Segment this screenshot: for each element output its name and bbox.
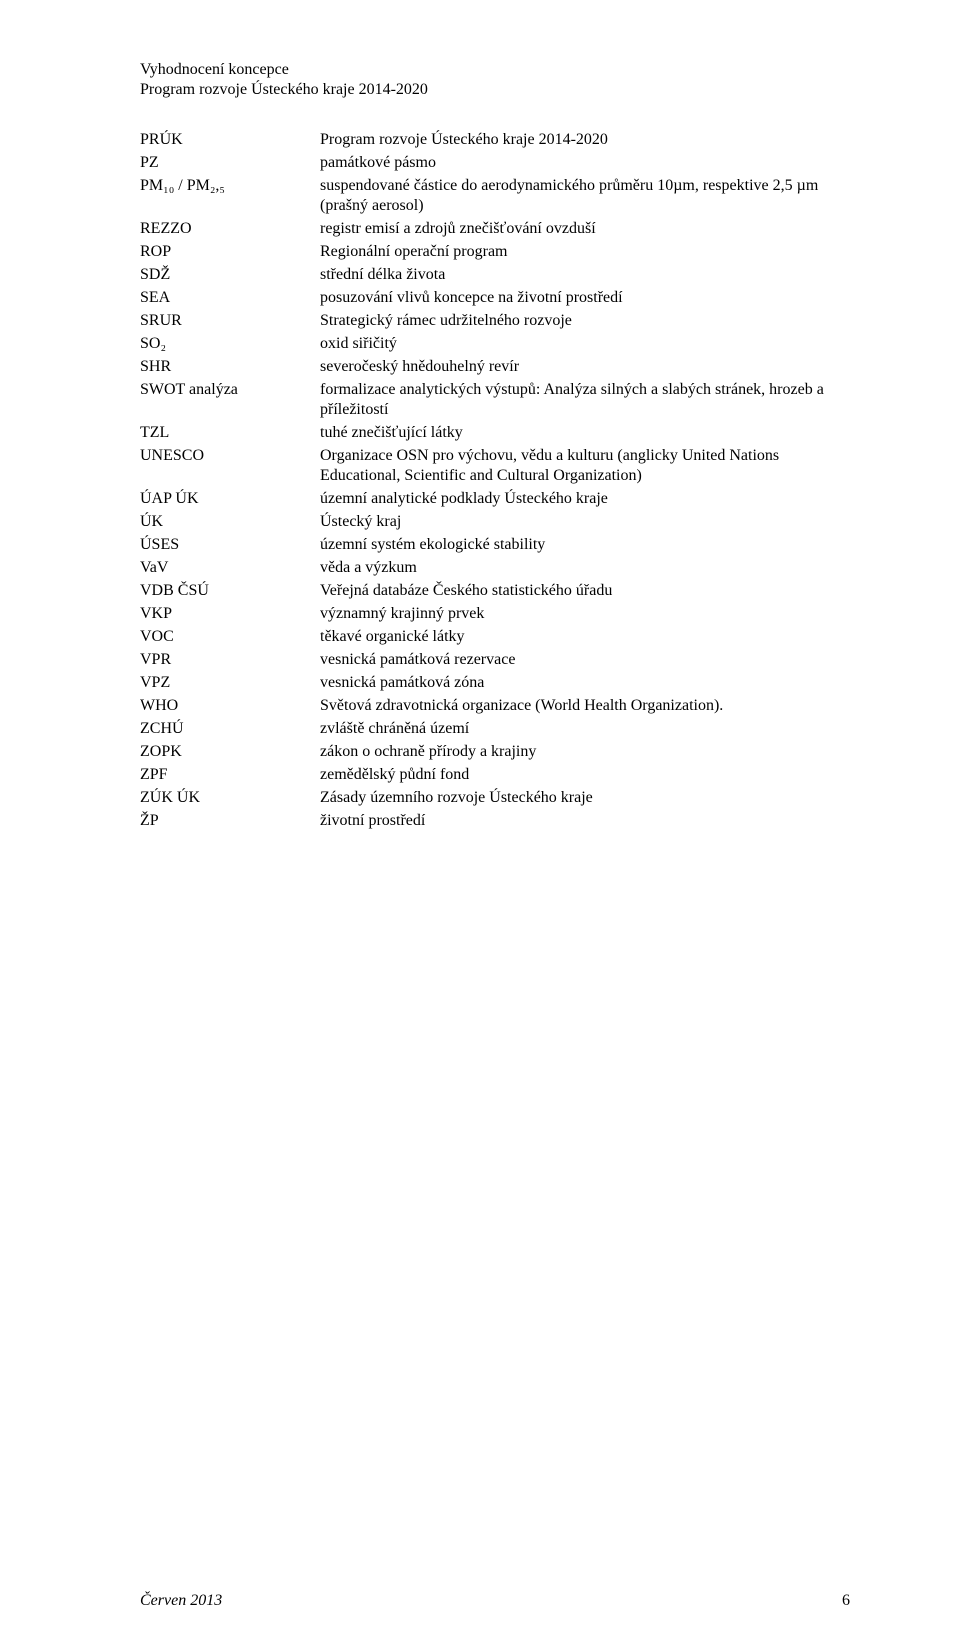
page-footer: Červen 2013 6	[140, 1592, 850, 1610]
abbr-term: ÚSES	[140, 535, 310, 555]
abbreviation-table: PRÚK Program rozvoje Ústeckého kraje 2014…	[140, 130, 850, 831]
abbr-definition: Strategický rámec udržitelného rozvoje	[320, 311, 850, 331]
abbr-definition: Veřejná databáze Českého statistického ú…	[320, 581, 850, 601]
abbr-definition: suspendované částice do aerodynamického …	[320, 176, 850, 216]
abbr-definition: životní prostředí	[320, 811, 850, 831]
abbr-definition: zemědělský půdní fond	[320, 765, 850, 785]
abbr-term: ŽP	[140, 811, 310, 831]
footer-page-number: 6	[842, 1592, 850, 1610]
abbr-term: PZ	[140, 153, 310, 173]
abbr-definition: zvláště chráněná území	[320, 719, 850, 739]
abbr-term: WHO	[140, 696, 310, 716]
abbr-term: ÚK	[140, 512, 310, 532]
abbr-term: SO₂	[140, 334, 310, 354]
abbr-term: ZPF	[140, 765, 310, 785]
abbr-definition: těkavé organické látky	[320, 627, 850, 647]
abbr-term: SEA	[140, 288, 310, 308]
abbr-term: PRÚK	[140, 130, 310, 150]
abbr-term: VPZ	[140, 673, 310, 693]
abbr-definition: památkové pásmo	[320, 153, 850, 173]
abbr-definition: zákon o ochraně přírody a krajiny	[320, 742, 850, 762]
abbr-term: VaV	[140, 558, 310, 578]
abbr-definition: posuzování vlivů koncepce na životní pro…	[320, 288, 850, 308]
abbr-definition: Ústecký kraj	[320, 512, 850, 532]
header-line-1: Vyhodnocení koncepce	[140, 60, 850, 80]
abbr-term: SHR	[140, 357, 310, 377]
abbr-definition: územní analytické podklady Ústeckého kra…	[320, 489, 850, 509]
abbr-term: SWOT analýza	[140, 380, 310, 420]
abbr-definition: věda a výzkum	[320, 558, 850, 578]
abbr-term: ZOPK	[140, 742, 310, 762]
abbr-definition: registr emisí a zdrojů znečišťování ovzd…	[320, 219, 850, 239]
abbr-definition: formalizace analytických výstupů: Analýz…	[320, 380, 850, 420]
abbr-term: VPR	[140, 650, 310, 670]
abbr-definition: Zásady územního rozvoje Ústeckého kraje	[320, 788, 850, 808]
abbr-term: SRUR	[140, 311, 310, 331]
abbr-definition: Program rozvoje Ústeckého kraje 2014-202…	[320, 130, 850, 150]
abbr-term: ZCHÚ	[140, 719, 310, 739]
abbr-definition: Organizace OSN pro výchovu, vědu a kultu…	[320, 446, 850, 486]
abbr-term: VDB ČSÚ	[140, 581, 310, 601]
abbr-definition: vesnická památková zóna	[320, 673, 850, 693]
header-line-2: Program rozvoje Ústeckého kraje 2014-202…	[140, 80, 850, 100]
abbr-term: SDŽ	[140, 265, 310, 285]
abbr-definition: vesnická památková rezervace	[320, 650, 850, 670]
page: Vyhodnocení koncepce Program rozvoje Úst…	[0, 0, 960, 1650]
abbr-definition: významný krajinný prvek	[320, 604, 850, 624]
abbr-definition: Regionální operační program	[320, 242, 850, 262]
footer-date: Červen 2013	[140, 1592, 222, 1610]
abbr-definition: tuhé znečišťující látky	[320, 423, 850, 443]
abbr-term: ZÚK ÚK	[140, 788, 310, 808]
abbr-term: UNESCO	[140, 446, 310, 486]
abbr-definition: střední délka života	[320, 265, 850, 285]
abbr-term: ROP	[140, 242, 310, 262]
abbr-term: ÚAP ÚK	[140, 489, 310, 509]
abbr-term: TZL	[140, 423, 310, 443]
abbr-term: REZZO	[140, 219, 310, 239]
abbr-definition: územní systém ekologické stability	[320, 535, 850, 555]
abbr-term: PM₁₀ / PM₂,₅	[140, 176, 310, 216]
document-header: Vyhodnocení koncepce Program rozvoje Úst…	[140, 60, 850, 100]
abbr-term: VOC	[140, 627, 310, 647]
abbr-definition: Světová zdravotnická organizace (World H…	[320, 696, 850, 716]
abbr-definition: severočeský hnědouhelný revír	[320, 357, 850, 377]
abbr-term: VKP	[140, 604, 310, 624]
abbr-definition: oxid siřičitý	[320, 334, 850, 354]
